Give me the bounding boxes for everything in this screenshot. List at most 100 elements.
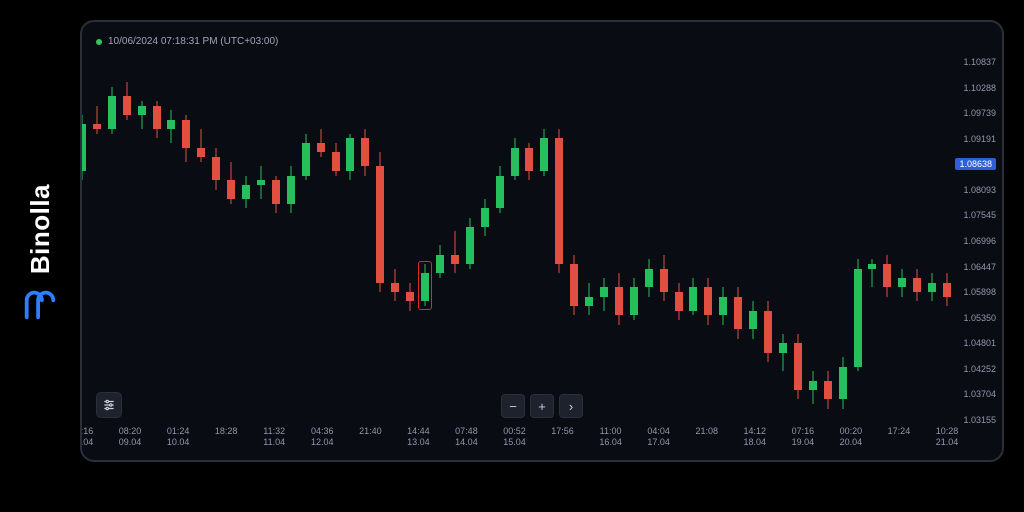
candle[interactable] — [182, 62, 190, 420]
candle[interactable] — [376, 62, 384, 420]
candle[interactable] — [794, 62, 802, 420]
candle[interactable] — [108, 62, 116, 420]
candle[interactable] — [764, 62, 772, 420]
candle[interactable] — [600, 62, 608, 420]
x-tick: 07:1619.04 — [792, 426, 815, 448]
candle[interactable] — [466, 62, 474, 420]
candle[interactable] — [689, 62, 697, 420]
highlight-box — [418, 261, 432, 310]
x-tick: 21:40 — [359, 426, 382, 437]
candle[interactable] — [451, 62, 459, 420]
candle[interactable] — [287, 62, 295, 420]
candle[interactable] — [138, 62, 146, 420]
y-tick: 1.10837 — [963, 57, 996, 67]
x-tick: 04:0417.04 — [647, 426, 670, 448]
candle[interactable] — [779, 62, 787, 420]
candle[interactable] — [630, 62, 638, 420]
x-tick: 07:4814.04 — [455, 426, 478, 448]
y-tick: 1.04801 — [963, 338, 996, 348]
candle[interactable] — [167, 62, 175, 420]
candle[interactable] — [839, 62, 847, 420]
chart-container: 10/06/2024 07:18:31 PM (UTC+03:00) 1.108… — [80, 20, 1004, 462]
candle[interactable] — [585, 62, 593, 420]
candle[interactable] — [660, 62, 668, 420]
brand-name: Binolla — [25, 184, 56, 274]
candle[interactable] — [421, 62, 429, 420]
candle[interactable] — [496, 62, 504, 420]
forward-button[interactable]: › — [559, 394, 583, 418]
candle[interactable] — [913, 62, 921, 420]
candle[interactable] — [93, 62, 101, 420]
y-tick: 1.05350 — [963, 313, 996, 323]
candle[interactable] — [615, 62, 623, 420]
candle[interactable] — [197, 62, 205, 420]
candle[interactable] — [272, 62, 280, 420]
y-tick: 1.03155 — [963, 415, 996, 425]
candle[interactable] — [317, 62, 325, 420]
candle[interactable] — [346, 62, 354, 420]
candle[interactable] — [481, 62, 489, 420]
candle[interactable] — [868, 62, 876, 420]
candle[interactable] — [883, 62, 891, 420]
candle[interactable] — [734, 62, 742, 420]
candle[interactable] — [854, 62, 862, 420]
candle[interactable] — [809, 62, 817, 420]
x-tick: 08:2009.04 — [119, 426, 142, 448]
x-tick: 01:2410.04 — [167, 426, 190, 448]
candle[interactable] — [824, 62, 832, 420]
candle[interactable] — [898, 62, 906, 420]
zoom-out-button[interactable]: − — [501, 394, 525, 418]
candle[interactable] — [719, 62, 727, 420]
y-tick: 1.06447 — [963, 262, 996, 272]
candlestick-chart[interactable] — [82, 62, 947, 420]
y-tick: 1.06996 — [963, 236, 996, 246]
candle[interactable] — [406, 62, 414, 420]
y-tick: 1.05898 — [963, 287, 996, 297]
candle[interactable] — [525, 62, 533, 420]
candle[interactable] — [540, 62, 548, 420]
candle[interactable] — [361, 62, 369, 420]
x-tick: 04:3612.04 — [311, 426, 334, 448]
x-tick: 18:28 — [215, 426, 238, 437]
settings-button[interactable] — [96, 392, 122, 418]
candle[interactable] — [212, 62, 220, 420]
x-axis: 15:1608.0408:2009.0401:2410.0418:2811:32… — [82, 426, 947, 456]
candle[interactable] — [227, 62, 235, 420]
y-tick: 1.09739 — [963, 108, 996, 118]
timestamp-text: 10/06/2024 07:18:31 PM (UTC+03:00) — [108, 36, 278, 47]
candle[interactable] — [645, 62, 653, 420]
candle[interactable] — [257, 62, 265, 420]
x-tick: 17:56 — [551, 426, 574, 437]
candle[interactable] — [436, 62, 444, 420]
x-tick: 14:1218.04 — [744, 426, 767, 448]
candle[interactable] — [391, 62, 399, 420]
x-tick: 17:24 — [888, 426, 911, 437]
x-tick: 11:3211.04 — [263, 426, 285, 448]
candle[interactable] — [153, 62, 161, 420]
candle[interactable] — [332, 62, 340, 420]
candle[interactable] — [511, 62, 519, 420]
y-tick: 1.09191 — [963, 134, 996, 144]
x-tick: 14:4413.04 — [407, 426, 430, 448]
zoom-controls: − + › — [501, 394, 583, 418]
x-tick: 00:5215.04 — [503, 426, 526, 448]
sidebar: Binolla — [0, 0, 80, 512]
y-axis: 1.108371.102881.097391.091911.080931.075… — [948, 62, 996, 420]
candle[interactable] — [928, 62, 936, 420]
x-tick: 10:2821.04 — [936, 426, 959, 448]
candle[interactable] — [302, 62, 310, 420]
candle[interactable] — [675, 62, 683, 420]
candle[interactable] — [555, 62, 563, 420]
y-tick: 1.08093 — [963, 185, 996, 195]
candle[interactable] — [80, 62, 86, 420]
zoom-in-button[interactable]: + — [530, 394, 554, 418]
candle[interactable] — [242, 62, 250, 420]
live-dot-icon — [96, 39, 102, 45]
candle[interactable] — [749, 62, 757, 420]
y-tick: 1.10288 — [963, 83, 996, 93]
candle[interactable] — [704, 62, 712, 420]
y-tick: 1.07545 — [963, 210, 996, 220]
candle[interactable] — [123, 62, 131, 420]
x-tick: 00:2020.04 — [840, 426, 863, 448]
candle[interactable] — [570, 62, 578, 420]
